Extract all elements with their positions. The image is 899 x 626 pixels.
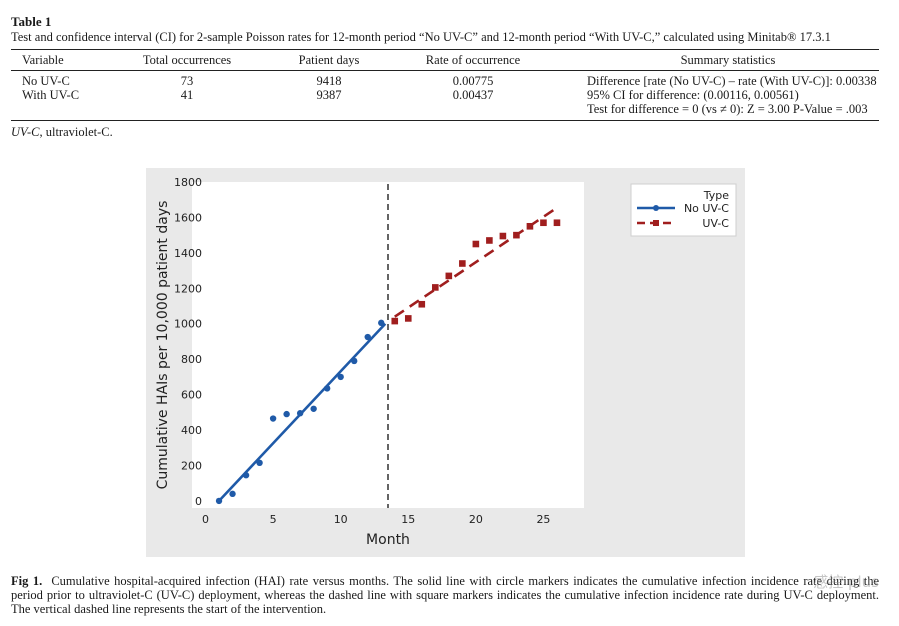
data-point-no-uvc	[351, 357, 358, 365]
row-total: 73	[180, 74, 194, 88]
data-point-no-uvc	[242, 472, 250, 479]
watermark: 感控 plus	[813, 573, 879, 591]
legend-title: Type	[703, 189, 729, 202]
figure-panel: 0 200 400 600 800 1000 1200 1400 1600 1800 0 5 10 15 2…	[146, 168, 745, 557]
y-tick-label: 0	[195, 495, 202, 508]
y-tick-label: 1400	[174, 247, 202, 260]
legend-marker	[653, 220, 659, 226]
table-header-rule	[11, 70, 879, 71]
y-tick-label: 200	[181, 459, 202, 472]
chart: 0 200 400 600 800 1000 1200 1400 1600 1800 0 5 10 15 2…	[155, 176, 737, 548]
row-rate: 0.00775	[452, 74, 494, 88]
table-bottom-rule	[11, 120, 879, 121]
row-total: 41	[180, 88, 194, 102]
data-point-no-uvc	[337, 373, 344, 381]
row-variable: With UV-C	[22, 88, 80, 102]
header-rate-of-occurrence: Rate of occurrence	[425, 53, 521, 67]
x-axis-label: Month	[366, 532, 410, 548]
data-point-no-uvc	[310, 405, 317, 412]
row-variable: No UV-C	[22, 74, 70, 88]
data-point-uvc	[391, 317, 399, 325]
data-point-no-uvc	[256, 459, 263, 467]
y-tick-label: 400	[181, 424, 202, 437]
table-top-rule	[11, 49, 879, 50]
y-tick-label: 1800	[174, 176, 202, 189]
table-title: Table 1	[11, 14, 52, 29]
data-point-uvc	[404, 315, 412, 322]
x-tick-label: 15	[401, 513, 415, 526]
legend-label: No UV-C	[684, 202, 729, 215]
data-point-no-uvc	[269, 415, 277, 422]
header-variable: Variable	[22, 53, 64, 67]
data-point-uvc	[418, 300, 426, 308]
x-tick-label: 0	[202, 513, 209, 526]
footnote-term: UV-C	[11, 125, 40, 139]
y-tick-label: 600	[181, 389, 202, 402]
y-tick-label: 1600	[174, 211, 202, 224]
header-summary-statistics: Summary statistics	[680, 53, 776, 67]
data-point-no-uvc	[229, 490, 236, 498]
summary-difference: Difference [rate (No UV-C) – rate (With …	[587, 74, 877, 88]
y-tick-label: 1200	[174, 282, 202, 295]
x-tick-label: 5	[270, 513, 277, 526]
row-days: 9418	[316, 74, 342, 88]
table-footnote: UV-C, ultraviolet-C.	[11, 125, 113, 140]
data-point-no-uvc	[378, 319, 385, 327]
summary-ci: 95% CI for difference: (0.00116, 0.00561…	[587, 88, 799, 102]
data-point-uvc	[499, 232, 507, 240]
legend-marker	[653, 205, 659, 211]
header-patient-days: Patient days	[298, 53, 360, 67]
y-axis-label: Cumulative HAIs per 10,000 patient days	[155, 201, 171, 490]
figure-caption-text: Cumulative hospital-acquired infection (…	[11, 574, 880, 616]
header-total-occurrences: Total occurrences	[142, 53, 232, 67]
figure-caption: Fig 1. Cumulative hospital-acquired infe…	[11, 574, 879, 616]
footnote-definition: , ultraviolet-C.	[39, 125, 113, 139]
table-caption: Test and confidence interval (CI) for 2-…	[11, 30, 831, 44]
data-point-uvc	[486, 237, 493, 244]
data-point-uvc	[459, 260, 466, 267]
row-rate: 0.00437	[452, 88, 494, 102]
y-tick-label: 800	[181, 353, 202, 366]
data-point-no-uvc	[323, 385, 331, 392]
x-tick-label: 25	[536, 513, 550, 526]
marks	[215, 184, 561, 508]
data-point-uvc	[526, 222, 534, 230]
data-point-uvc	[553, 219, 561, 227]
summary-test: Test for difference = 0 (vs ≠ 0): Z = 3.…	[587, 102, 868, 116]
data-point-no-uvc	[364, 333, 371, 341]
axes: 0 200 400 600 800 1000 1200 1400 1600 1800 0 5 10 15 2…	[155, 176, 550, 548]
y-tick-label: 1000	[174, 318, 202, 331]
figure-label: Fig 1.	[11, 574, 43, 588]
legend-label: UV-C	[702, 217, 729, 230]
data-point-uvc	[513, 231, 520, 239]
data-point-uvc	[472, 240, 480, 248]
x-tick-label: 20	[469, 513, 483, 526]
legend-box	[630, 183, 737, 237]
x-tick-label: 10	[334, 513, 348, 526]
data-point-no-uvc	[283, 410, 290, 418]
data-point-uvc	[540, 219, 547, 227]
data-point-uvc	[445, 272, 453, 280]
row-days: 9387	[316, 88, 342, 102]
data-point-no-uvc	[215, 497, 223, 505]
data-point-no-uvc	[296, 410, 304, 417]
data-point-uvc	[432, 284, 439, 291]
